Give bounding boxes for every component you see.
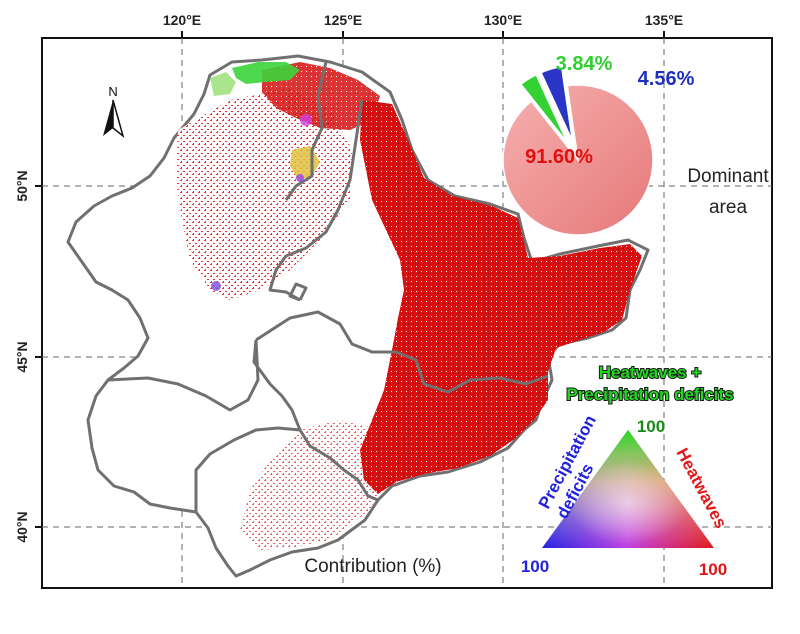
longitude-labels: 120°E 125°E 130°E 135°E	[163, 12, 683, 28]
lon-tick-label: 125°E	[324, 12, 362, 28]
pie-title-line: area	[709, 197, 747, 218]
lat-tick-label: 40°N	[14, 511, 30, 542]
compound-spot	[296, 174, 304, 182]
pie-label-precipitation: 4.56%	[638, 68, 695, 90]
contribution-label: Contribution (%)	[304, 556, 441, 577]
lon-tick-label: 135°E	[645, 12, 683, 28]
compound-area	[232, 62, 300, 84]
lon-tick-label: 130°E	[484, 12, 522, 28]
province-boundaries	[107, 61, 549, 512]
lat-tick-label: 45°N	[14, 341, 30, 372]
pie-slice-heatwaves	[502, 84, 654, 236]
ternary-top-label: Precipitation deficits	[566, 385, 733, 404]
ternary-top-label: Heatwaves +	[599, 363, 702, 382]
frame-ticks	[35, 31, 665, 528]
ternary-left-value: 100	[521, 557, 549, 576]
dominant-area-pie	[502, 65, 654, 236]
lon-tick-label: 120°E	[163, 12, 201, 28]
lat-tick-label: 50°N	[14, 170, 30, 201]
sparse-heatwave-area	[240, 420, 390, 550]
region-map	[66, 54, 650, 578]
pie-label-heatwaves: 91.60%	[525, 146, 593, 168]
north-label: N	[108, 84, 117, 99]
north-arrow-icon: N	[103, 84, 125, 139]
ternary-right-value: 100	[699, 560, 727, 579]
pie-label-compound: 3.84%	[556, 53, 613, 75]
pie-title-line: Dominant	[687, 166, 769, 187]
pie-slice-compound	[519, 73, 569, 144]
pie-slice-precipitation	[540, 65, 574, 142]
compound-spot	[300, 114, 312, 126]
compound-area	[210, 72, 236, 96]
northern-heatwave-area	[262, 62, 380, 130]
latitude-labels: 50°N 45°N 40°N	[14, 170, 30, 542]
ternary-top-value: 100	[637, 417, 665, 436]
compound-spot	[211, 281, 221, 291]
dense-heatwave-area	[360, 100, 642, 494]
